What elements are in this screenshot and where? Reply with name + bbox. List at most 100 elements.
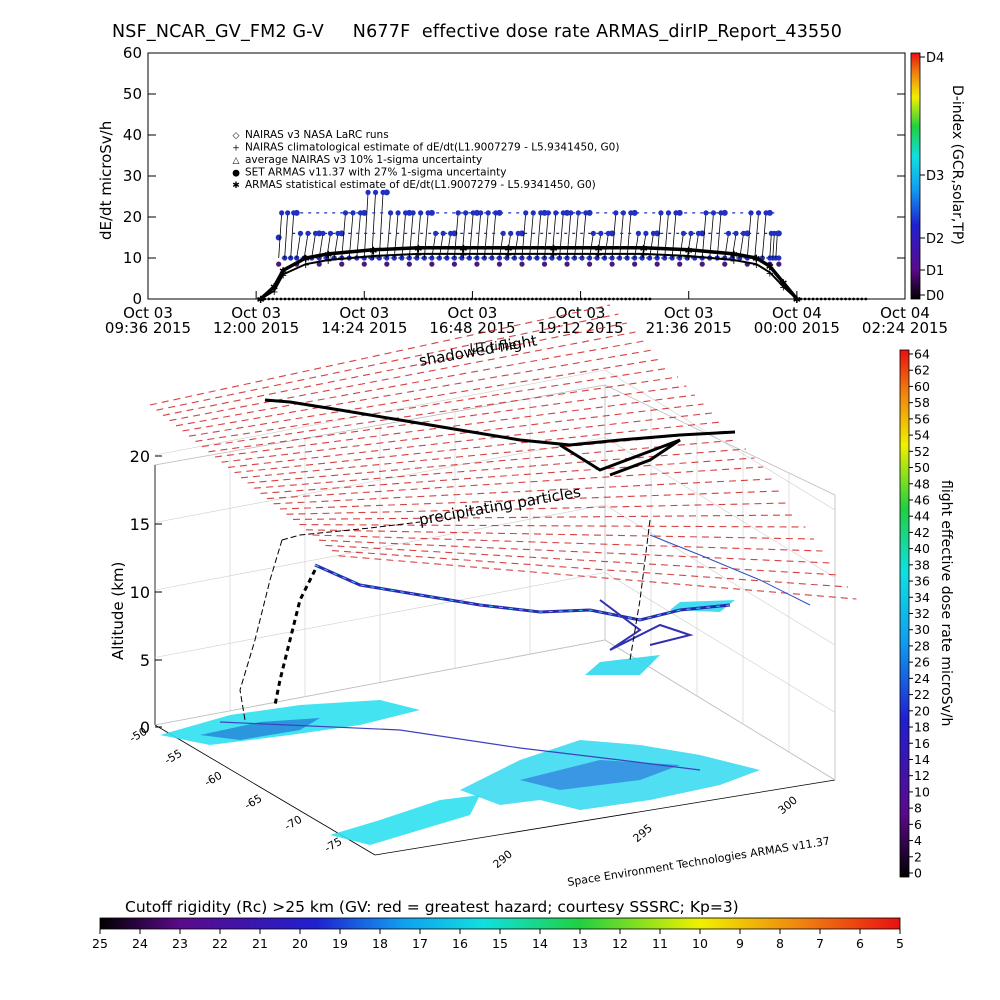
mesh-line	[221, 403, 704, 463]
zero-point	[624, 297, 628, 301]
annotation-ut-time: UT time	[469, 338, 517, 355]
y-tick-label: 50	[123, 85, 142, 103]
armas-low-point	[451, 261, 458, 267]
zero-point	[522, 297, 526, 301]
mesh-line	[318, 539, 832, 564]
armas-point	[654, 230, 661, 237]
zero-point	[644, 297, 648, 301]
armas-low-point	[429, 261, 435, 267]
dindex-tick-label: D4	[926, 51, 944, 66]
armas-segment	[296, 233, 301, 259]
cutoff-rigidity-bar: Cutoff rigidity (Rc) >25 km (GV: red = g…	[92, 898, 904, 951]
zero-point	[328, 297, 331, 301]
zero-point	[612, 297, 615, 301]
cb-tick-label: 54	[914, 428, 930, 443]
zero-point	[295, 297, 299, 301]
zero-point	[823, 297, 827, 301]
cb-tick-label: 26	[914, 655, 930, 670]
zero-point	[608, 297, 611, 301]
armas-low-point	[474, 261, 480, 267]
y-tick-label: 20	[123, 208, 142, 226]
series-marker: +	[752, 260, 760, 271]
h-tick-label: 25	[92, 936, 108, 951]
armas-point	[541, 209, 548, 216]
armas-point	[680, 230, 687, 236]
series-marker: ✱	[766, 262, 774, 273]
armas-segment	[679, 233, 684, 259]
mesh-line	[312, 534, 823, 552]
armas-point	[293, 209, 300, 216]
armas-low-point	[276, 261, 282, 267]
y-axis-ticks: 0 10 20 30 40 50 60	[123, 44, 905, 308]
armas-point	[776, 255, 782, 261]
zero-point	[563, 297, 567, 301]
zero-point	[587, 297, 591, 301]
x-tick-date: Oct 03	[448, 304, 498, 322]
series-marker: +	[793, 295, 801, 306]
zero-point	[413, 297, 417, 301]
zero-point	[376, 297, 380, 301]
x-tick-time: 19:12 2015	[537, 319, 623, 337]
series-marker: +	[279, 270, 287, 281]
zero-point	[307, 297, 311, 301]
zero-point	[470, 297, 473, 301]
armas-segment	[611, 212, 617, 259]
mesh-line	[169, 331, 636, 422]
cb-tick-label: 12	[914, 768, 930, 783]
armas-segment	[694, 233, 699, 259]
armas-segment	[363, 192, 369, 259]
zero-point	[372, 297, 376, 301]
zero-point	[819, 297, 823, 301]
cb-tick-label: 0	[914, 866, 922, 881]
mesh-line	[175, 340, 645, 427]
zero-point	[831, 297, 835, 301]
dindex-tick-label: D1	[926, 264, 944, 279]
zero-point	[640, 297, 644, 301]
x-tick-time: 02:24 2015	[862, 319, 948, 337]
armas-point	[275, 234, 282, 241]
z-tick-label: 20	[130, 447, 150, 466]
zero-point	[409, 297, 413, 301]
zero-point	[380, 297, 384, 301]
h-tick-label: 22	[212, 936, 228, 951]
zero-point	[620, 297, 623, 301]
x-tick-time: 21:36 2015	[646, 319, 732, 337]
armas-point	[725, 230, 732, 236]
legend-symbol: ●	[232, 169, 240, 179]
armas-segment	[303, 233, 309, 259]
zero-point	[530, 297, 534, 301]
armas-point	[631, 209, 638, 216]
armas-segment	[423, 212, 429, 259]
series-marker: ✱	[639, 244, 647, 255]
armas-segment	[754, 212, 759, 259]
armas-low-point	[361, 261, 367, 267]
zero-point	[360, 297, 364, 301]
zero-point	[324, 297, 327, 301]
armas-segment	[278, 212, 283, 259]
z-tick-label: 5	[140, 651, 150, 670]
armas-low-point	[384, 261, 390, 267]
series-marker: ✱	[414, 244, 422, 255]
zero-point	[555, 297, 559, 301]
series-marker: ✱	[793, 295, 801, 306]
mesh-line	[325, 544, 840, 576]
cb-tick-label: 46	[914, 492, 930, 507]
armas-point	[496, 209, 503, 216]
zero-point	[571, 297, 575, 301]
armas-point	[733, 230, 739, 236]
grid-line	[604, 369, 836, 511]
armas-point	[428, 209, 435, 216]
series-marker: ✱	[279, 266, 287, 277]
armas-segment	[544, 212, 549, 259]
zero-point	[279, 297, 283, 301]
mesh-line	[266, 466, 764, 500]
legend-symbol: △	[233, 156, 240, 166]
armas-point	[440, 230, 446, 236]
armas-low-point	[677, 261, 683, 267]
zero-point	[490, 297, 494, 301]
series-marker: +	[766, 268, 774, 279]
armas-point	[710, 210, 717, 216]
armas-low-point	[496, 261, 503, 267]
armas-point	[688, 230, 694, 236]
zero-point	[384, 297, 388, 301]
